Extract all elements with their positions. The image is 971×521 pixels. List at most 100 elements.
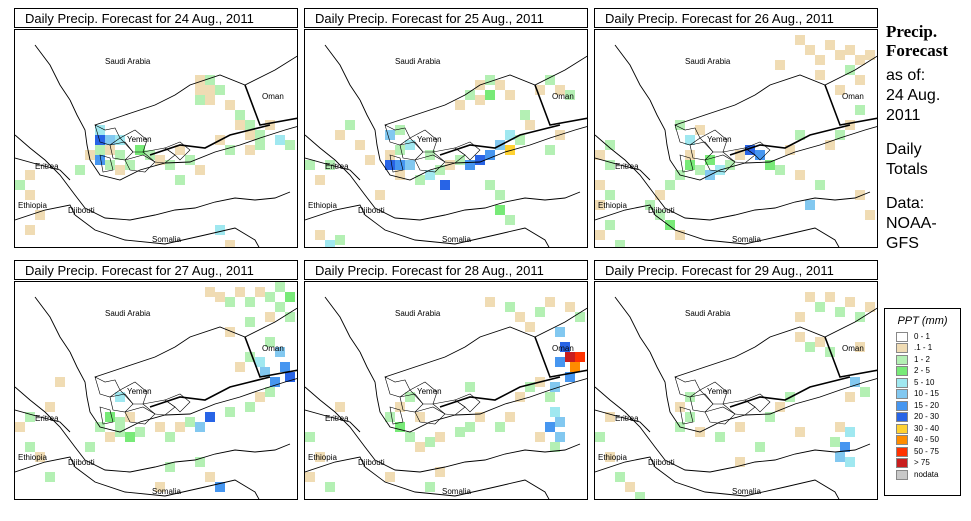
- governorate-outline: [432, 399, 466, 416]
- precip-cell: [55, 377, 65, 387]
- governorate-outline: [722, 399, 756, 416]
- boundary-line: [305, 386, 376, 461]
- precip-cell: [25, 170, 35, 180]
- precip-map-svg: Saudi Arabia Oman Yemen Eritrea Ethiopia Djib…: [595, 292, 877, 499]
- precip-cell: [255, 392, 265, 402]
- precip-cell: [45, 472, 55, 482]
- governorate-outline: [99, 406, 114, 425]
- legend-swatch: [896, 423, 908, 434]
- precip-cell: [265, 312, 275, 322]
- precip-cell: [225, 297, 235, 307]
- precip-cell: [835, 307, 845, 317]
- precip-cell: [425, 437, 435, 447]
- precip-cell: [195, 75, 205, 85]
- precip-cell: [835, 422, 845, 432]
- precip-cell: [465, 422, 475, 432]
- boundary-line: [364, 466, 550, 499]
- precip-cell: [605, 190, 615, 200]
- place-label-eritrea: Eritrea: [35, 162, 59, 171]
- precip-cell: [245, 120, 255, 130]
- precip-cell: [115, 165, 125, 175]
- precip-cell: [185, 155, 195, 165]
- caption-asof-3: 2011: [886, 107, 921, 124]
- precip-cell: [25, 190, 35, 200]
- legend-label: 50 - 75: [914, 446, 939, 456]
- precip-cell: [395, 402, 405, 412]
- precip-cell: [560, 342, 570, 352]
- boundary-line: [305, 409, 361, 433]
- place-label-somalia: Somalia: [442, 235, 471, 244]
- precip-cell: [505, 302, 515, 312]
- boundary-line: [305, 204, 366, 221]
- precip-cell: [855, 342, 865, 352]
- precip-cell: [605, 140, 615, 150]
- precip-cell: [570, 362, 580, 372]
- precip-cell: [425, 482, 435, 492]
- caption-totals-2: Totals: [886, 161, 928, 178]
- place-label-oman: Oman: [552, 344, 574, 353]
- boundary-line: [439, 376, 561, 408]
- precip-cell: [855, 55, 865, 65]
- panel-title: Daily Precip. Forecast for 29 Aug., 2011: [594, 260, 878, 280]
- boundary-line: [305, 157, 361, 181]
- boundary-line: [729, 124, 851, 156]
- governorate-outline: [699, 381, 728, 405]
- precip-cell: [395, 422, 405, 432]
- precip-cell: [805, 200, 815, 210]
- governorate-outline: [409, 129, 438, 153]
- precip-cell: [765, 160, 775, 170]
- precip-cell: [285, 292, 295, 302]
- precip-cell: [285, 372, 295, 382]
- precip-cell: [195, 457, 205, 467]
- precip-cell: [215, 85, 225, 95]
- precip-cell: [245, 297, 255, 307]
- boundary-line: [359, 351, 587, 433]
- precip-cell: [305, 160, 315, 170]
- precip-cell: [25, 442, 35, 452]
- precip-cell: [605, 160, 615, 170]
- precip-cell: [535, 85, 545, 95]
- precip-cell: [830, 437, 840, 447]
- precip-cell: [195, 165, 205, 175]
- precip-cell: [860, 387, 870, 397]
- precip-cell: [135, 145, 145, 155]
- precip-cell: [205, 287, 215, 297]
- boundary-line: [534, 336, 587, 378]
- precip-cell: [695, 125, 705, 135]
- precip-cell: [635, 492, 645, 499]
- governorate-outline: [164, 141, 191, 161]
- forecast-panel: Daily Precip. Forecast for 27 Aug., 2011…: [14, 260, 298, 500]
- precip-cell: [855, 105, 865, 115]
- boundary-line: [15, 134, 86, 209]
- place-label-saudi: Saudi Arabia: [685, 57, 731, 66]
- boundary-line: [15, 157, 71, 181]
- legend-row: 1 - 2: [896, 354, 960, 366]
- precip-cell: [825, 40, 835, 50]
- precip-cell: [195, 95, 205, 105]
- precip-cell: [205, 95, 215, 105]
- precip-cell: [275, 302, 285, 312]
- legend-row: 5 - 10: [896, 377, 960, 389]
- precip-cell: [545, 297, 555, 307]
- precip-cell: [565, 90, 575, 100]
- precip-cell: [805, 342, 815, 352]
- precip-cell: [175, 145, 185, 155]
- precip-cell: [525, 120, 535, 130]
- place-label-djibouti: Djibouti: [648, 458, 675, 467]
- precip-cell: [325, 240, 335, 247]
- governorate-outline: [389, 154, 404, 173]
- legend-label: 10 - 15: [914, 389, 939, 399]
- boundary-line: [374, 443, 581, 473]
- precip-cell: [545, 422, 555, 432]
- precip-cell: [205, 75, 215, 85]
- legend-swatch: [896, 469, 908, 480]
- caption-totals-1: Daily: [886, 141, 922, 158]
- precip-cell: [715, 432, 725, 442]
- place-label-ethiopia: Ethiopia: [598, 201, 627, 210]
- precip-cell: [175, 422, 185, 432]
- boundary-line: [94, 307, 297, 378]
- precip-cell: [485, 150, 495, 160]
- place-label-saudi: Saudi Arabia: [395, 57, 441, 66]
- precip-cell: [520, 110, 530, 120]
